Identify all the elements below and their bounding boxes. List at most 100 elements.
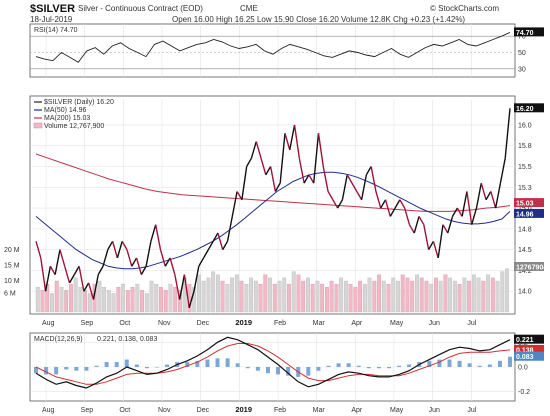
chart-watermark: © StockCharts.com <box>430 4 499 13</box>
price-line-segment <box>375 191 382 209</box>
macd-line <box>35 336 511 389</box>
price-line-segment <box>116 241 123 259</box>
price-line-segment <box>207 240 214 250</box>
volume-bar <box>64 290 69 313</box>
ma50-line <box>35 171 511 270</box>
price-line-segment <box>241 166 248 200</box>
macd-hist-bar <box>34 367 38 374</box>
price-line-segment <box>485 191 492 201</box>
x-tick-label-macd: Apr <box>351 407 363 414</box>
x-tick-label: May <box>390 320 404 327</box>
macd-hist-bar <box>54 367 59 375</box>
volume-bar <box>211 271 216 313</box>
price-line-segment <box>135 257 143 275</box>
price-line-segment <box>356 191 363 201</box>
x-tick-label-macd: 2019 <box>235 405 252 414</box>
price-line-segment <box>341 174 348 200</box>
ma200-legend-label: MA(200) 15.03 <box>44 115 90 122</box>
price-line-segment <box>346 174 353 184</box>
volume-legend-swatch <box>33 122 43 129</box>
price-line-segment <box>64 266 71 284</box>
volume-bar <box>268 277 272 313</box>
volume-bar <box>263 274 268 313</box>
price-line-segment <box>466 191 473 225</box>
volume-bar <box>334 283 339 313</box>
price-line-segment <box>303 174 310 184</box>
ma200-box: 15.03 <box>516 201 534 208</box>
macd-hist-bar <box>104 362 109 367</box>
macd-hist-bar <box>255 367 260 371</box>
macd-hist-bar <box>84 367 89 371</box>
x-tick-label-macd: Oct <box>119 407 130 414</box>
price-line-segment <box>380 199 387 209</box>
volume-bar <box>471 274 476 313</box>
macd-box: 0.221 <box>516 337 534 344</box>
x-tick-label: Sep <box>81 320 94 327</box>
macd-hist-bar <box>336 363 341 367</box>
price-line-segment <box>461 191 468 217</box>
price-line-segment <box>260 158 267 176</box>
macd-hist-bar <box>407 364 412 367</box>
macd-hist-bar <box>397 365 402 367</box>
macd-hist-bar <box>356 365 361 367</box>
price-line-segment <box>475 183 482 209</box>
volume-bar <box>140 290 144 313</box>
chart-exchange: CME <box>240 4 258 13</box>
volume-tick-label: 15 M <box>4 263 20 270</box>
volume-bar <box>381 280 386 313</box>
price-line-segment <box>107 240 114 250</box>
volume-bar <box>329 280 334 313</box>
price-line-segment <box>504 108 511 159</box>
price-line-segment <box>126 249 133 267</box>
axis-ticks: Aug Aug Sep Sep Oct Oct Nov Nov Dec Dec 2019 2019 Fe… <box>4 27 547 414</box>
macd-hist-bar <box>195 360 200 367</box>
macd-hist-bar <box>457 360 462 367</box>
price-tick-label: 14.8 <box>518 226 532 233</box>
volume-bar <box>339 277 344 313</box>
last-close-box-bg <box>514 103 544 113</box>
macd-hist-bar <box>508 356 512 367</box>
price-tick-label: 14.2 <box>518 268 532 275</box>
price-line-segment <box>188 291 195 309</box>
volume-bar <box>54 280 59 313</box>
volume-tick-label: 10 M <box>4 278 20 285</box>
price-line-segment <box>145 241 152 267</box>
price-line-segment <box>255 141 262 159</box>
macd-hist-bar <box>205 359 210 367</box>
price-line-segment <box>317 133 324 167</box>
price-line-segment <box>413 216 420 234</box>
price-line-segment <box>370 166 377 192</box>
volume-bar <box>405 277 410 313</box>
price-line-segment <box>322 166 329 192</box>
chart-description: Silver - Continuous Contract (EOD) <box>78 4 203 13</box>
price-line-segment <box>384 199 391 217</box>
last-close-box: 16.20 <box>516 106 534 113</box>
price-line-segment <box>102 249 109 267</box>
ma50-box: 14.96 <box>516 211 534 218</box>
volume-bar <box>467 280 472 313</box>
volume-bar <box>244 283 249 313</box>
volume-bar <box>495 280 500 313</box>
rsi-line <box>35 31 511 63</box>
price-line-segment <box>87 282 95 300</box>
macd-hist-bar <box>144 367 149 369</box>
macd-hist-bar <box>326 365 331 367</box>
x-tick-label-macd: Jun <box>429 407 440 414</box>
volume-bar <box>272 283 277 313</box>
volume-bar <box>429 283 434 313</box>
price-line-segment <box>456 207 463 217</box>
ma50-legend-label: MA(50) 14.96 <box>44 107 87 114</box>
volume-bar <box>215 274 220 313</box>
volume-bar <box>462 277 467 313</box>
price-line-segment <box>494 183 502 209</box>
volume-bar <box>197 274 201 313</box>
price-line-segment <box>231 191 238 217</box>
signal-box-bg <box>514 344 544 354</box>
volume-bar <box>87 293 92 313</box>
price-line-segment <box>121 240 128 250</box>
price-line-segment <box>293 124 301 159</box>
price-line-segment <box>59 249 66 267</box>
chart-date: 18-Jul-2019 <box>30 15 73 24</box>
volume-bar <box>476 277 481 313</box>
x-tick-label: Jun <box>429 320 440 327</box>
